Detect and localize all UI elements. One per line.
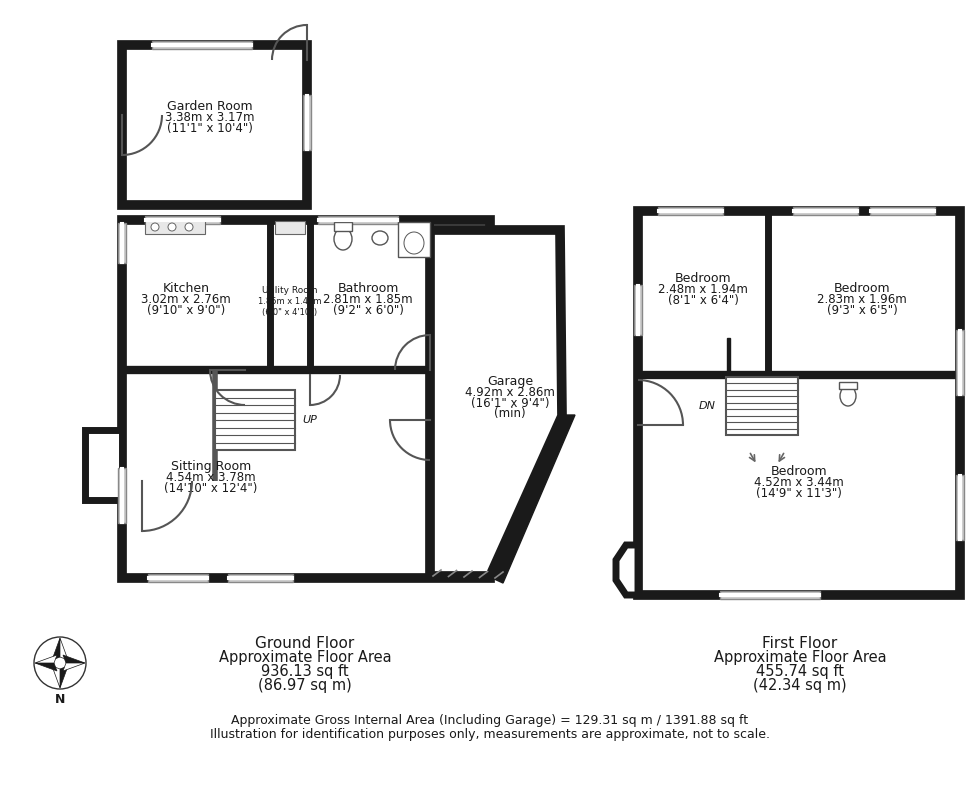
Text: 4.52m x 3.44m: 4.52m x 3.44m (755, 476, 844, 489)
Bar (839, 382, 857, 389)
Text: 3.02m x 2.76m: 3.02m x 2.76m (141, 293, 231, 306)
Bar (318, 216, 398, 224)
Bar (148, 574, 208, 582)
Text: (16'1" x 9'4"): (16'1" x 9'4") (470, 397, 549, 410)
Text: DN: DN (699, 401, 716, 411)
Polygon shape (63, 655, 85, 663)
Text: (11'1" x 10'4"): (11'1" x 10'4") (167, 122, 253, 135)
Bar (638, 211, 960, 595)
Polygon shape (616, 545, 638, 595)
Bar (118, 468, 126, 523)
Text: 4.92m x 2.86m: 4.92m x 2.86m (466, 385, 555, 398)
Bar (726, 377, 798, 435)
Text: (42.34 sq m): (42.34 sq m) (754, 678, 847, 693)
Bar (956, 330, 964, 395)
Polygon shape (60, 638, 68, 660)
Polygon shape (492, 415, 575, 583)
Text: Approximate Floor Area: Approximate Floor Area (219, 650, 391, 665)
Text: 455.74 sq ft: 455.74 sq ft (756, 664, 844, 679)
Bar (334, 222, 352, 231)
Text: Illustration for identification purposes only, measurements are approximate, not: Illustration for identification purposes… (210, 728, 770, 741)
Bar (228, 574, 293, 582)
Bar (727, 338, 730, 378)
Ellipse shape (372, 231, 388, 245)
Text: 2.83m x 1.96m: 2.83m x 1.96m (817, 293, 906, 306)
Polygon shape (63, 663, 85, 671)
Polygon shape (52, 638, 60, 660)
Bar (303, 95, 311, 150)
Text: Bedroom: Bedroom (834, 282, 890, 295)
Bar (122, 220, 490, 578)
Text: 2.81m x 1.85m: 2.81m x 1.85m (323, 293, 413, 306)
Text: (9'3" x 6'5"): (9'3" x 6'5") (826, 304, 898, 317)
Text: (14'9" x 11'3"): (14'9" x 11'3") (756, 487, 842, 500)
Text: Sitting Room: Sitting Room (171, 460, 251, 473)
Bar (85, 430, 122, 500)
Text: (8'1" x 6'4"): (8'1" x 6'4") (667, 294, 739, 307)
Bar (658, 207, 723, 215)
Text: Approximate Gross Internal Area (Including Garage) = 129.31 sq m / 1391.88 sq ft: Approximate Gross Internal Area (Includi… (231, 714, 749, 727)
Text: UP: UP (302, 415, 317, 425)
Bar (275, 221, 305, 234)
Ellipse shape (404, 232, 424, 254)
Bar (793, 207, 858, 215)
Bar (398, 222, 430, 257)
Text: (86.97 sq m): (86.97 sq m) (258, 678, 352, 693)
Text: Utility Room: Utility Room (263, 286, 318, 295)
Polygon shape (35, 655, 57, 663)
Bar (145, 220, 205, 234)
Text: 4.54m x 3.78m: 4.54m x 3.78m (167, 471, 256, 484)
Polygon shape (35, 663, 57, 671)
Bar (145, 216, 220, 224)
Text: 936.13 sq ft: 936.13 sq ft (262, 664, 349, 679)
Polygon shape (52, 666, 60, 688)
Ellipse shape (334, 228, 352, 250)
Text: (6'0" x 4'10"): (6'0" x 4'10") (263, 308, 318, 317)
Circle shape (168, 223, 176, 231)
Text: Garage: Garage (487, 375, 533, 388)
Bar (118, 223, 126, 263)
Text: Garden Room: Garden Room (168, 100, 253, 113)
Bar (215, 390, 295, 450)
Text: 2.48m x 1.94m: 2.48m x 1.94m (658, 283, 748, 296)
Bar (122, 45, 307, 205)
Text: Approximate Floor Area: Approximate Floor Area (713, 650, 886, 665)
Bar (956, 475, 964, 540)
Text: First Floor: First Floor (762, 636, 838, 651)
Polygon shape (60, 666, 68, 688)
Text: 1.85m x 1.48m: 1.85m x 1.48m (259, 297, 321, 306)
Polygon shape (430, 230, 562, 576)
Text: (14'10" x 12'4"): (14'10" x 12'4") (165, 482, 258, 495)
Text: N: N (55, 693, 66, 706)
Text: Ground Floor: Ground Floor (256, 636, 355, 651)
Text: (9'2" x 6'0"): (9'2" x 6'0") (332, 304, 404, 317)
Ellipse shape (840, 386, 856, 406)
Text: (9'10" x 9'0"): (9'10" x 9'0") (147, 304, 225, 317)
Text: (min): (min) (494, 407, 526, 420)
Bar (870, 207, 935, 215)
Circle shape (151, 223, 159, 231)
Bar (634, 285, 642, 335)
Text: Bedroom: Bedroom (674, 272, 731, 285)
Circle shape (185, 223, 193, 231)
Bar (152, 41, 252, 49)
Text: Bathroom: Bathroom (337, 282, 399, 295)
Text: 3.38m x 3.17m: 3.38m x 3.17m (166, 111, 255, 124)
Bar (720, 591, 820, 599)
Text: Bedroom: Bedroom (770, 465, 827, 478)
Text: Kitchen: Kitchen (163, 282, 210, 295)
